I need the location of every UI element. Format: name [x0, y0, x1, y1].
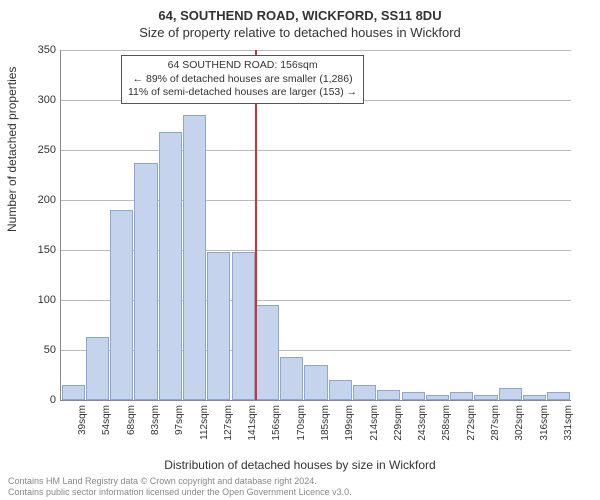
histogram-bar	[62, 385, 85, 400]
x-tick-label: 141sqm	[247, 405, 258, 455]
histogram-bar	[232, 252, 255, 400]
x-tick-label: 214sqm	[369, 405, 380, 455]
histogram-bar	[86, 337, 109, 400]
x-tick-label: 39sqm	[77, 405, 88, 455]
footer-line-1: Contains HM Land Registry data © Crown c…	[8, 476, 352, 487]
x-tick-label: 229sqm	[393, 405, 404, 455]
histogram-bar	[474, 395, 497, 400]
title-subtitle: Size of property relative to detached ho…	[0, 23, 600, 40]
x-tick-label: 199sqm	[344, 405, 355, 455]
footer-attribution: Contains HM Land Registry data © Crown c…	[8, 476, 352, 498]
x-tick-label: 83sqm	[150, 405, 161, 455]
histogram-bar	[450, 392, 473, 400]
histogram-bar	[304, 365, 327, 400]
annotation-line: ← 89% of detached houses are smaller (1,…	[128, 73, 357, 87]
x-tick-label: 97sqm	[174, 405, 185, 455]
histogram-bar	[547, 392, 570, 400]
plot-region: 05010015020025030035039sqm54sqm68sqm83sq…	[60, 50, 571, 401]
y-tick-label: 50	[16, 344, 56, 356]
histogram-bar	[134, 163, 157, 400]
x-tick-label: 243sqm	[417, 405, 428, 455]
chart-area: Number of detached properties 0501001502…	[60, 50, 570, 400]
gridline	[61, 50, 571, 51]
chart-container: 64, SOUTHEND ROAD, WICKFORD, SS11 8DU Si…	[0, 0, 600, 500]
histogram-bar	[110, 210, 133, 400]
x-tick-label: 54sqm	[101, 405, 112, 455]
x-tick-label: 302sqm	[514, 405, 525, 455]
histogram-bar	[280, 357, 303, 400]
y-tick-label: 250	[16, 144, 56, 156]
title-address: 64, SOUTHEND ROAD, WICKFORD, SS11 8DU	[0, 0, 600, 23]
histogram-bar	[159, 132, 182, 400]
histogram-bar	[377, 390, 400, 400]
histogram-bar	[499, 388, 522, 400]
annotation-box: 64 SOUTHEND ROAD: 156sqm← 89% of detache…	[121, 55, 364, 104]
y-tick-label: 350	[16, 44, 56, 56]
x-tick-label: 287sqm	[490, 405, 501, 455]
histogram-bar	[207, 252, 230, 400]
x-tick-label: 68sqm	[126, 405, 137, 455]
x-tick-label: 258sqm	[441, 405, 452, 455]
histogram-bar	[353, 385, 376, 400]
histogram-bar	[256, 305, 279, 400]
footer-line-2: Contains public sector information licen…	[8, 487, 352, 498]
x-tick-label: 272sqm	[466, 405, 477, 455]
histogram-bar	[523, 395, 546, 400]
y-tick-label: 100	[16, 294, 56, 306]
x-tick-label: 185sqm	[320, 405, 331, 455]
histogram-bar	[329, 380, 352, 400]
histogram-bar	[426, 395, 449, 400]
x-tick-label: 316sqm	[539, 405, 550, 455]
y-tick-label: 0	[16, 394, 56, 406]
x-tick-label: 331sqm	[563, 405, 574, 455]
x-tick-label: 170sqm	[296, 405, 307, 455]
x-tick-label: 112sqm	[199, 405, 210, 455]
y-tick-label: 300	[16, 94, 56, 106]
histogram-bar	[183, 115, 206, 400]
y-tick-label: 150	[16, 244, 56, 256]
y-tick-label: 200	[16, 194, 56, 206]
annotation-line: 64 SOUTHEND ROAD: 156sqm	[128, 59, 357, 73]
histogram-bar	[402, 392, 425, 400]
x-tick-label: 127sqm	[223, 405, 234, 455]
x-axis-label: Distribution of detached houses by size …	[0, 458, 600, 472]
gridline	[61, 150, 571, 151]
annotation-line: 11% of semi-detached houses are larger (…	[128, 86, 357, 100]
x-tick-label: 156sqm	[271, 405, 282, 455]
